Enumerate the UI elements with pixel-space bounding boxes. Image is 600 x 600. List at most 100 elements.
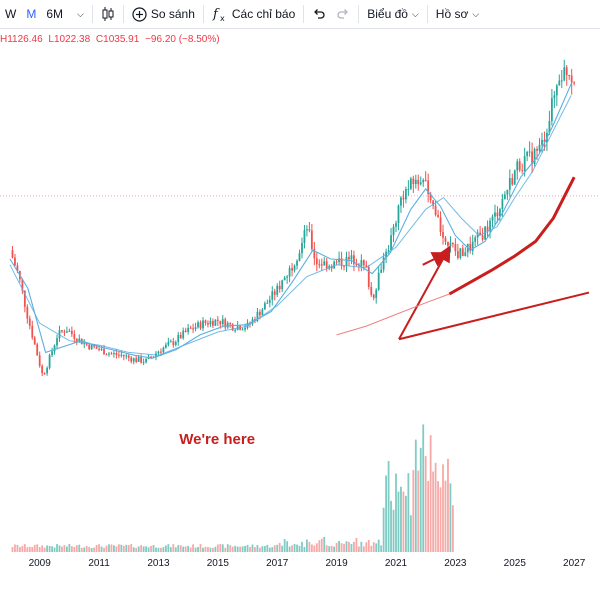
- indicators-label: Các chỉ báo: [231, 7, 296, 21]
- volume-bar: [444, 480, 447, 552]
- candle-body: [61, 330, 63, 332]
- candle-body: [63, 331, 66, 333]
- volume-bar: [377, 539, 380, 552]
- chart-menu-button[interactable]: Biểu đồ ⌵: [362, 0, 424, 28]
- candle-body: [293, 265, 296, 271]
- volume-bar: [157, 547, 160, 552]
- candle-body: [184, 330, 187, 332]
- candle-body: [476, 232, 479, 238]
- candle-body: [33, 337, 36, 345]
- volume-bar: [43, 547, 46, 552]
- compare-button[interactable]: So sánh: [127, 0, 200, 28]
- indicators-button[interactable]: f x Các chỉ báo: [207, 0, 300, 28]
- candle-body: [125, 355, 128, 357]
- candle-body: [568, 75, 571, 77]
- candle-body: [31, 325, 34, 338]
- interval-dropdown-button[interactable]: ⌵: [68, 0, 89, 28]
- volume-bar: [298, 545, 301, 552]
- candle-body: [427, 180, 430, 195]
- candle-body: [565, 67, 568, 76]
- volume-bar: [422, 424, 425, 552]
- volume-bar: [90, 547, 93, 552]
- volume-bar: [172, 544, 175, 552]
- volume-bar: [340, 543, 343, 552]
- candle-body: [437, 214, 439, 218]
- candle-body: [521, 170, 524, 172]
- candle-body: [182, 330, 185, 339]
- chart-type-button[interactable]: [96, 0, 120, 28]
- volume-bar: [38, 547, 41, 552]
- candle-body: [207, 323, 209, 325]
- volume-bar: [261, 546, 264, 552]
- volume-bar: [246, 545, 249, 552]
- x-tick-label: 2019: [325, 558, 348, 569]
- candle-body: [367, 267, 370, 287]
- redo-button[interactable]: [331, 0, 355, 28]
- price-chart[interactable]: 2009 2011 2013 2015 2017 2019 2021 2023 2025 2027…: [0, 28, 600, 600]
- ohlc-low: L1022.38: [48, 34, 91, 45]
- undo-button[interactable]: [307, 0, 331, 28]
- candle-body: [234, 329, 237, 331]
- candle-body: [46, 367, 49, 374]
- candle-body: [229, 323, 232, 325]
- volume-bar: [142, 546, 145, 552]
- volume-bar: [251, 544, 254, 552]
- candle-body: [377, 272, 380, 290]
- candle-body: [392, 226, 395, 236]
- volume-bar: [113, 545, 115, 552]
- annotation-drawings: [336, 176, 590, 341]
- chevron-down-icon: ⌵: [411, 8, 419, 19]
- candle-body: [244, 327, 246, 330]
- candle-body: [70, 330, 73, 335]
- volume-bar: [350, 544, 353, 552]
- candle-body: [219, 320, 222, 325]
- volume-bar: [75, 545, 78, 552]
- candle-body: [169, 341, 172, 343]
- toolbar-divider: [426, 5, 428, 23]
- volume-bar: [239, 546, 242, 552]
- candle-body: [288, 268, 291, 277]
- candle-body: [350, 255, 353, 260]
- volume-bar: [276, 544, 279, 552]
- volume-bar: [318, 540, 321, 552]
- candle-body: [518, 161, 521, 171]
- profile-menu-button[interactable]: Hồ sơ ⌵: [431, 0, 484, 28]
- candle-body: [278, 285, 281, 290]
- volume-bar: [234, 545, 237, 552]
- volume-bar: [48, 546, 51, 552]
- volume-bar: [63, 545, 66, 552]
- volume-bar: [194, 547, 197, 552]
- candle-body: [560, 80, 563, 82]
- candle-body: [395, 223, 397, 227]
- interval-monthly-button[interactable]: M: [26, 7, 37, 21]
- candle-body: [375, 289, 378, 298]
- candle-body: [202, 320, 204, 329]
- volume-bar: [263, 546, 266, 552]
- volume-bar: [189, 547, 192, 552]
- volume-bar: [328, 546, 331, 552]
- candle-body: [343, 265, 345, 267]
- x-axis: 2009 2011 2013 2015 2017 2019 2021 2023 2025 2027: [29, 558, 586, 569]
- volume-bar: [219, 544, 222, 552]
- volume-bar: [169, 547, 172, 552]
- candle-body: [550, 98, 553, 122]
- volume-bar: [296, 544, 298, 552]
- candle-body: [538, 144, 541, 151]
- volume-bar: [291, 545, 293, 552]
- interval-weekly-button[interactable]: W: [5, 7, 17, 21]
- volume-bar: [174, 547, 177, 552]
- moving-average-layer: [9, 83, 572, 359]
- candle-body: [372, 294, 375, 298]
- volume-bar: [202, 547, 204, 552]
- volume-bar: [51, 546, 53, 552]
- volume-bar: [162, 547, 165, 552]
- interval-6m-button[interactable]: 6M: [46, 7, 63, 21]
- candle-body: [397, 205, 400, 224]
- candle-body: [338, 258, 340, 262]
- volume-bar: [323, 536, 326, 552]
- volume-bar: [409, 515, 412, 552]
- volume-bar: [370, 545, 373, 552]
- candle-body: [296, 260, 298, 266]
- volume-bar: [288, 546, 291, 552]
- volume-bar: [204, 546, 207, 552]
